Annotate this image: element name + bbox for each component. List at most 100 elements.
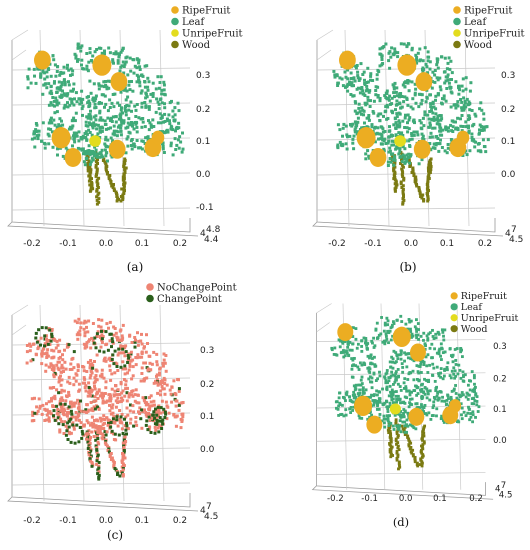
wood-point (401, 200, 405, 204)
leaf-point (60, 420, 64, 424)
leaf-point (62, 432, 66, 435)
leaf-point (426, 371, 430, 374)
leaf-point (391, 393, 395, 397)
leaf-point (61, 154, 65, 158)
leaf-point (391, 83, 395, 87)
leaf-point (181, 147, 185, 151)
wood-point (420, 444, 423, 448)
leaf-point (131, 389, 135, 393)
leaf-point (396, 398, 400, 402)
leaf-point (379, 137, 383, 141)
leaf-point (430, 342, 434, 346)
leaf-point (341, 134, 344, 138)
leaf-point (414, 327, 418, 331)
leaf-point (435, 385, 438, 389)
leaf-point (459, 350, 463, 354)
x-tick-label: -0.2 (328, 239, 346, 249)
leaf-point (394, 370, 398, 374)
wood-point (88, 183, 92, 187)
leaf-point (140, 355, 144, 359)
leaf-point (129, 144, 133, 147)
leaf-point (398, 121, 402, 125)
leaf-point (125, 89, 129, 93)
leaf-point (417, 92, 421, 96)
leaf-point (414, 402, 418, 406)
leaf-point (364, 89, 368, 93)
leaf-point (74, 411, 78, 414)
leaf-point (378, 374, 382, 378)
leaf-point (59, 417, 63, 421)
leaf-point (418, 119, 422, 123)
leaf-point (93, 419, 96, 422)
leaf-point (57, 350, 61, 354)
leaf-point (401, 134, 405, 137)
leaf-point (420, 98, 424, 102)
leaf-point (398, 424, 402, 427)
leaf-point (137, 61, 141, 65)
leaf-point (108, 118, 112, 122)
leaf-point (390, 139, 394, 143)
leaf-point (443, 399, 446, 403)
ripe-fruit-cluster (108, 139, 126, 159)
leaf-point (118, 400, 121, 404)
leaf-point (141, 139, 145, 143)
leaf-point (146, 342, 149, 345)
change-point (111, 353, 115, 357)
x-tick-label: 0.1 (440, 239, 454, 249)
change-point (52, 409, 56, 413)
leaf-point (57, 356, 61, 360)
leaf-point (39, 75, 43, 79)
leaf-point (388, 329, 392, 333)
leaf-point (58, 86, 62, 90)
leaf-point (104, 80, 107, 83)
leaf-point (392, 85, 396, 89)
leaf-point (123, 346, 127, 350)
wood-point (89, 168, 93, 172)
leaf-point (52, 58, 56, 62)
leaf-point (63, 93, 67, 97)
leaf-point (375, 73, 379, 77)
leaf-point (413, 325, 417, 329)
leaf-point (74, 91, 78, 95)
leaf-point (390, 323, 394, 327)
leaf-point (91, 322, 95, 325)
leaf-point (103, 148, 107, 152)
leaf-point (441, 377, 445, 381)
x-tick-label: 0.0 (99, 516, 114, 526)
wood-point (394, 421, 398, 425)
leaf-point (95, 353, 99, 357)
panel-caption: (c) (107, 528, 123, 542)
leaf-point (395, 125, 399, 129)
leaf-point (79, 409, 83, 413)
leaf-point (371, 357, 374, 360)
leaf-point (437, 349, 441, 353)
leaf-point (428, 93, 432, 97)
y-tick-label: 0.2 (200, 380, 214, 390)
wood-point (407, 444, 411, 448)
leaf-point (98, 155, 102, 159)
leaf-point (471, 410, 475, 414)
leaf-point (361, 388, 365, 392)
leaf-point (173, 106, 177, 110)
leaf-point (50, 397, 53, 401)
leaf-point (471, 413, 475, 417)
grid-corner (11, 304, 29, 336)
leaf-point (431, 126, 435, 130)
wood-point (402, 428, 406, 432)
wood-point (117, 198, 121, 201)
leaf-point (410, 46, 414, 50)
leaf-point (68, 368, 72, 371)
leaf-point (57, 380, 61, 384)
leaf-point (99, 130, 102, 134)
wood-point (420, 451, 424, 455)
leaf-point (95, 390, 99, 394)
leaf-point (73, 135, 77, 139)
wood-point (94, 160, 98, 164)
leaf-point (427, 332, 431, 336)
leaf-point (402, 411, 405, 415)
wood-point (85, 434, 89, 438)
leaf-point (104, 154, 108, 158)
leaf-point (106, 159, 109, 163)
wood-point (95, 202, 99, 206)
leaf-point (336, 143, 340, 147)
